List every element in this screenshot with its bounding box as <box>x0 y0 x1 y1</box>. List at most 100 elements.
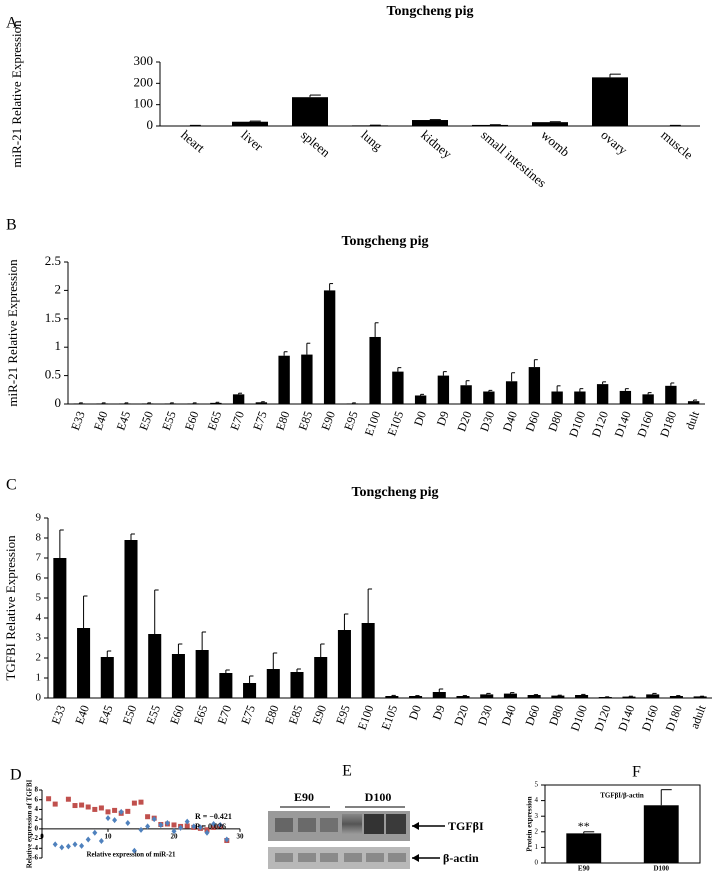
bar <box>346 403 359 404</box>
y-tick-label: -6 <box>32 854 38 862</box>
x-tick-label: E80 <box>273 409 293 432</box>
actin-bands <box>275 853 406 862</box>
y-tick-label: 300 <box>134 53 154 68</box>
x-tick-label: ovary <box>598 127 631 158</box>
x-tick-label: 10 <box>105 832 113 840</box>
y-tick-label: 8 <box>35 786 39 794</box>
x-tick-label: kidney <box>418 127 455 162</box>
x-tick-label: D20 <box>451 703 471 727</box>
x-tick-label: D140 <box>612 409 634 439</box>
annotation: R = −0.421 <box>195 812 232 821</box>
x-tick-label: E50 <box>120 703 140 726</box>
bar <box>232 394 245 404</box>
point <box>197 824 203 831</box>
x-tick-label: D9 <box>430 703 448 722</box>
x-tick-label: E65 <box>205 409 225 432</box>
point <box>178 824 184 831</box>
bar <box>456 696 470 698</box>
point <box>52 841 58 848</box>
x-tick-label: D0 <box>406 703 424 722</box>
y-tick-label: 1 <box>36 672 42 684</box>
x-tick-label: D160 <box>634 409 656 439</box>
band <box>364 814 384 834</box>
bar <box>124 540 138 698</box>
bar <box>53 558 67 698</box>
band <box>386 814 406 834</box>
chart-title: Tongcheng pig <box>351 485 438 500</box>
y-tick-label: 4 <box>36 612 42 624</box>
bar <box>687 401 700 404</box>
bar <box>323 290 336 404</box>
x-tick-label: muscle <box>658 127 696 162</box>
x-tick-label: E90 <box>318 409 338 432</box>
x-tick-label: adult <box>687 703 709 731</box>
blot-strip <box>268 847 410 869</box>
bar <box>472 124 508 126</box>
y-tick-label: 3 <box>535 812 539 820</box>
x-tick-label: D9 <box>434 409 452 428</box>
y-axis-label: Relative expression of TGFBI <box>26 779 34 868</box>
x-tick-label: E105 <box>378 703 400 732</box>
bar <box>551 391 563 404</box>
point <box>105 809 111 815</box>
bar <box>503 693 517 698</box>
significance-label: ** <box>578 819 590 833</box>
bar <box>460 385 472 404</box>
x-tick-label: D60 <box>522 703 542 727</box>
y-tick-label: 6 <box>36 572 42 584</box>
x-tick-label: E70 <box>227 409 247 432</box>
point <box>125 808 131 814</box>
x-tick-label: D160 <box>639 703 661 733</box>
bar <box>337 630 351 698</box>
bar <box>527 695 541 698</box>
y-tick-label: 0 <box>535 859 539 867</box>
bar <box>314 657 328 698</box>
y-tick-label: 0 <box>36 692 42 704</box>
y-axis-label: miR-21 Relative Expression <box>9 20 24 168</box>
x-tick-label: E40 <box>91 409 111 432</box>
bar <box>243 683 257 698</box>
point <box>131 800 137 806</box>
arrow-head <box>412 822 419 830</box>
x-tick-label: D80 <box>545 409 565 433</box>
y-tick-label: -2 <box>32 834 38 842</box>
x-tick-label: D180 <box>663 703 685 733</box>
y-tick-label: 2 <box>535 827 539 835</box>
blot-panel: E E90 D100 TGFβI β-actin <box>268 763 484 869</box>
bar <box>592 77 628 126</box>
bar <box>669 696 683 698</box>
point <box>145 823 151 830</box>
bar <box>414 395 427 404</box>
bar <box>432 692 446 698</box>
bar <box>642 394 654 404</box>
point <box>112 817 118 824</box>
bar <box>219 673 233 698</box>
bar <box>148 634 162 698</box>
band-label: β-actin <box>443 851 479 865</box>
bar <box>292 97 328 126</box>
bar <box>100 657 114 698</box>
x-tick-label: womb <box>538 127 573 159</box>
bar <box>409 696 423 698</box>
y-tick-label: 8 <box>36 532 42 544</box>
panel-letter: C <box>6 477 17 494</box>
x-tick-label: spleen <box>298 127 333 160</box>
point <box>92 806 98 812</box>
bar <box>278 355 290 404</box>
x-tick-label: D40 <box>499 703 519 727</box>
x-tick-label: D100 <box>653 865 669 873</box>
bar <box>187 403 199 404</box>
panel-letter: E <box>342 763 352 780</box>
point <box>184 823 190 829</box>
y-tick-label: 1.5 <box>45 310 61 325</box>
band <box>342 814 362 834</box>
y-tick-label: 6 <box>35 795 39 803</box>
bar <box>622 696 636 698</box>
x-tick-label: E70 <box>214 703 234 726</box>
bar <box>255 402 268 404</box>
point <box>72 841 78 848</box>
y-axis-label: miR-21 Relative Expression <box>5 259 20 407</box>
point <box>59 844 65 851</box>
point <box>164 820 170 827</box>
bar <box>77 628 91 698</box>
